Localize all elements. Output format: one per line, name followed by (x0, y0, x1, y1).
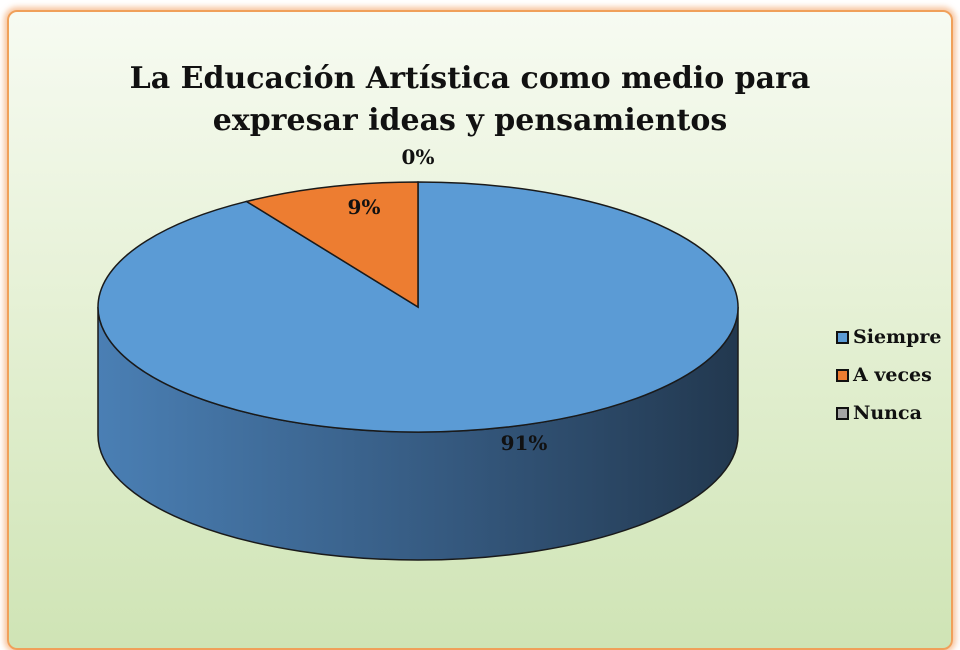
legend-label-siempre: Siempre (853, 326, 942, 348)
legend-item-a-veces: A veces (836, 356, 942, 394)
chart-title: La Educación Artística como medio para e… (129, 61, 811, 138)
legend-item-siempre: Siempre (836, 318, 942, 356)
chart-legend: Siempre A veces Nunca (836, 318, 942, 432)
data-label-a-veces: 9% (348, 195, 381, 219)
data-label-nunca: 0% (402, 145, 435, 169)
legend-label-a-veces: A veces (853, 364, 932, 386)
legend-swatch-siempre (836, 330, 849, 344)
pie-chart: 91% 9% 0% (97, 145, 739, 561)
legend-item-nunca: Nunca (836, 394, 942, 432)
data-label-siempre: 91% (501, 431, 548, 455)
chart-area: La Educación Artística como medio para e… (7, 10, 953, 650)
legend-swatch-a-veces (836, 368, 849, 382)
pie-slice-a-veces (244, 181, 419, 309)
legend-swatch-nunca (836, 406, 849, 420)
legend-label-nunca: Nunca (853, 402, 922, 424)
